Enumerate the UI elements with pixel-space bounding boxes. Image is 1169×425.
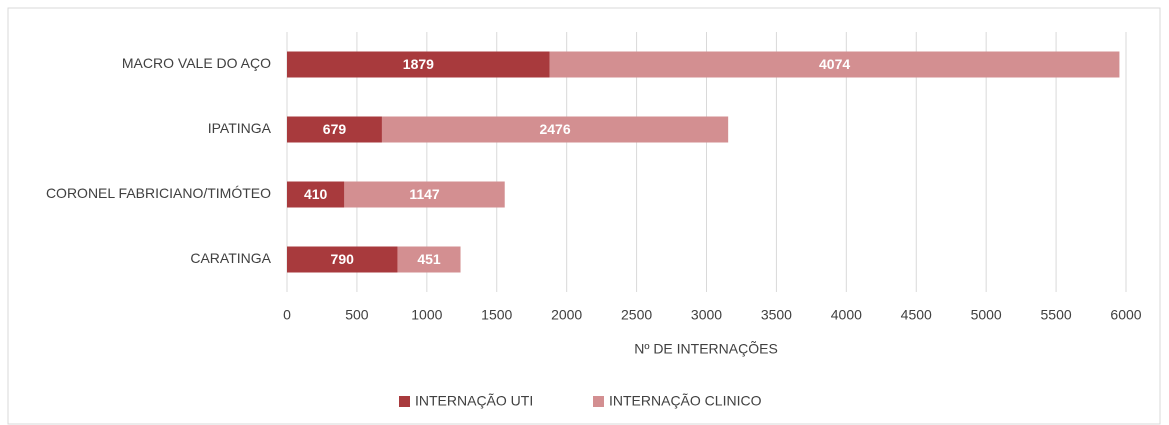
bar-segment: [287, 246, 398, 273]
x-tick-label: 0: [283, 307, 291, 323]
x-tick-label: 4500: [901, 307, 932, 323]
data-label: 451: [417, 251, 441, 267]
y-tick-label: CARATINGA: [190, 250, 271, 266]
legend-label: INTERNAÇÃO UTI: [415, 393, 533, 409]
bar-segment: [344, 181, 505, 208]
bar-segment: [287, 116, 382, 143]
x-tick-label: 4000: [831, 307, 862, 323]
bar-segment: [287, 51, 550, 78]
bar-segment: [381, 116, 729, 143]
data-label: 2476: [539, 121, 570, 137]
legend-label: INTERNAÇÃO CLINICO: [609, 393, 762, 409]
bar-segment: [397, 246, 461, 273]
x-axis-label: Nº DE INTERNAÇÕES: [634, 341, 778, 357]
data-label: 410: [304, 186, 328, 202]
data-label: 1147: [409, 186, 440, 202]
x-tick-label: 3000: [691, 307, 722, 323]
y-tick-label: MACRO VALE DO AÇO: [122, 55, 271, 71]
bar-segment: [287, 181, 345, 208]
x-tick-label: 1000: [411, 307, 442, 323]
bar-segment: [549, 51, 1120, 78]
x-tick-label: 5000: [971, 307, 1002, 323]
x-tick-label: 1500: [481, 307, 512, 323]
x-tick-label: 500: [345, 307, 369, 323]
x-tick-label: 2000: [551, 307, 582, 323]
x-tick-label: 3500: [761, 307, 792, 323]
data-label: 790: [331, 251, 355, 267]
data-label: 679: [323, 121, 347, 137]
data-label: 4074: [819, 56, 850, 72]
legend-swatch: [593, 396, 604, 407]
x-tick-label: 6000: [1110, 307, 1141, 323]
data-label: 1879: [403, 56, 434, 72]
x-tick-label: 2500: [621, 307, 652, 323]
chart-border: [7, 7, 1161, 425]
x-tick-label: 5500: [1041, 307, 1072, 323]
y-tick-label: IPATINGA: [208, 120, 272, 136]
y-tick-label: CORONEL FABRICIANO/TIMÓTEO: [46, 185, 271, 201]
legend-swatch: [399, 396, 410, 407]
